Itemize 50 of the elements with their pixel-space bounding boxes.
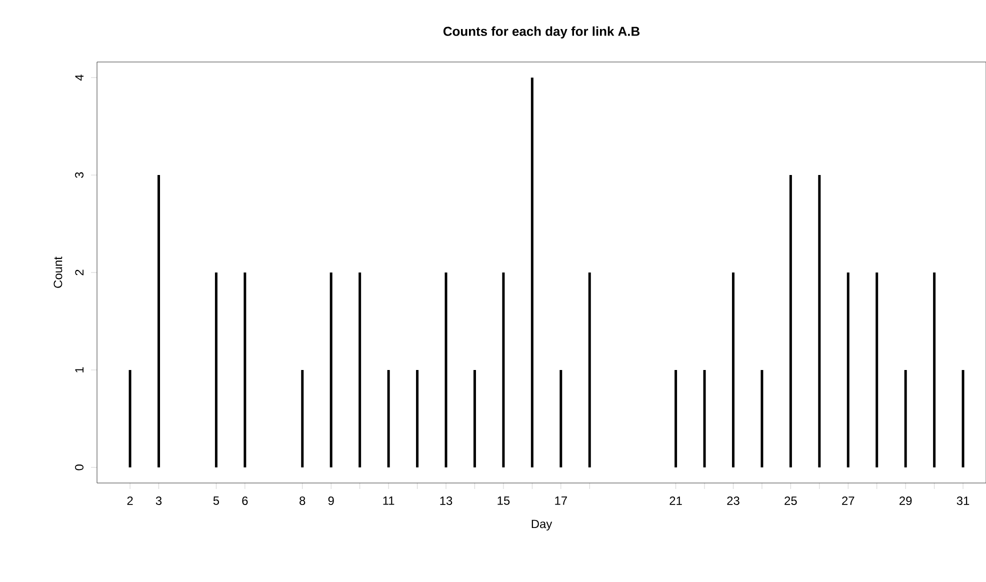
bar: [760, 370, 764, 468]
chart-title: Counts for each day for link A.B: [443, 26, 640, 38]
bar: [387, 370, 390, 468]
bar: [703, 370, 706, 468]
bar: [158, 175, 160, 468]
bar: [358, 272, 362, 468]
bar: [530, 78, 534, 468]
bar: [962, 370, 964, 468]
x-tick-label: 6: [242, 496, 248, 505]
bar: [444, 272, 448, 468]
bar: [330, 272, 332, 468]
x-tick-label: 11: [383, 496, 394, 505]
x-tick-label: 23: [727, 496, 740, 505]
bar: [674, 370, 678, 468]
x-tick-label: 13: [440, 496, 452, 505]
y-tick-label: 0: [75, 464, 84, 470]
bar: [933, 272, 936, 468]
bar: [502, 272, 505, 468]
x-tick-label: 9: [328, 496, 334, 505]
bar: [876, 272, 878, 468]
bar: [214, 272, 218, 468]
x-tick-label: 2: [127, 496, 133, 505]
x-tick-label: 27: [842, 496, 854, 505]
bar: [789, 175, 792, 468]
x-tick-label: 15: [498, 496, 510, 505]
x-axis-title: Day: [532, 520, 552, 531]
bar: [473, 370, 476, 468]
x-tick-label: 17: [555, 496, 567, 505]
x-tick-label: 3: [156, 496, 162, 505]
bar: [301, 370, 304, 468]
y-tick-label: 1: [75, 367, 84, 372]
x-tick-label: 25: [784, 496, 797, 505]
x-tick-label: 21: [670, 496, 682, 505]
x-tick-label: 31: [956, 496, 970, 505]
y-tick-label: 3: [75, 172, 84, 178]
bar: [732, 272, 734, 468]
y-tick-label: 4: [75, 74, 84, 81]
x-tick-label: 8: [300, 496, 306, 505]
bar: [244, 272, 246, 468]
bar: [846, 272, 850, 468]
bar: [128, 370, 132, 468]
x-tick-label: 29: [900, 496, 912, 505]
bar: [560, 370, 562, 468]
y-tick-label: 2: [75, 270, 84, 276]
bar: [904, 370, 907, 468]
bar: [588, 272, 591, 468]
bar: [818, 175, 821, 468]
y-axis-title: Count: [54, 256, 62, 288]
bar: [416, 370, 419, 468]
x-tick-label: 5: [213, 496, 220, 505]
